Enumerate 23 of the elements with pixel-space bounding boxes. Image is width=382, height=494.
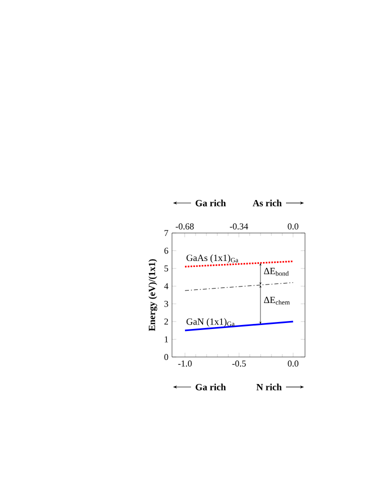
x2-tick-label: 0.0: [288, 223, 298, 230]
x2-tick-label: -0.34: [230, 223, 248, 230]
y-tick-label: 4: [164, 283, 168, 290]
annotation: ΔE$_{bond}$: [264, 268, 289, 276]
text: Ga rich: [196, 384, 226, 390]
text: Ga rich: [196, 200, 226, 206]
y-axis-title: Energy (eV)/(1x1): [148, 259, 158, 331]
text: As rich: [252, 200, 282, 206]
x-tick-label: -1.0: [178, 360, 192, 367]
y-tick-label: 3: [164, 300, 168, 307]
text: N rich: [256, 384, 282, 390]
x-tick-label: 0.0: [288, 360, 298, 367]
y-tick-label: 2: [164, 318, 168, 325]
y-tick-label: 7: [164, 230, 168, 236]
y-tick-label: 6: [164, 248, 168, 254]
y-tick-label: 1: [164, 336, 168, 342]
x2-tick-label: -0.68: [176, 223, 194, 230]
y-tick-label: 5: [164, 265, 168, 272]
x-tick-label: -0.5: [232, 360, 246, 367]
annotation: ΔE$_{chem}$: [264, 296, 290, 305]
series-label: GaN (1x1)$_{Ga}$: [186, 318, 235, 327]
y-tick-label: 0: [164, 354, 168, 360]
series-label: GaAs (1x1)$_{Ga}$: [186, 254, 238, 263]
